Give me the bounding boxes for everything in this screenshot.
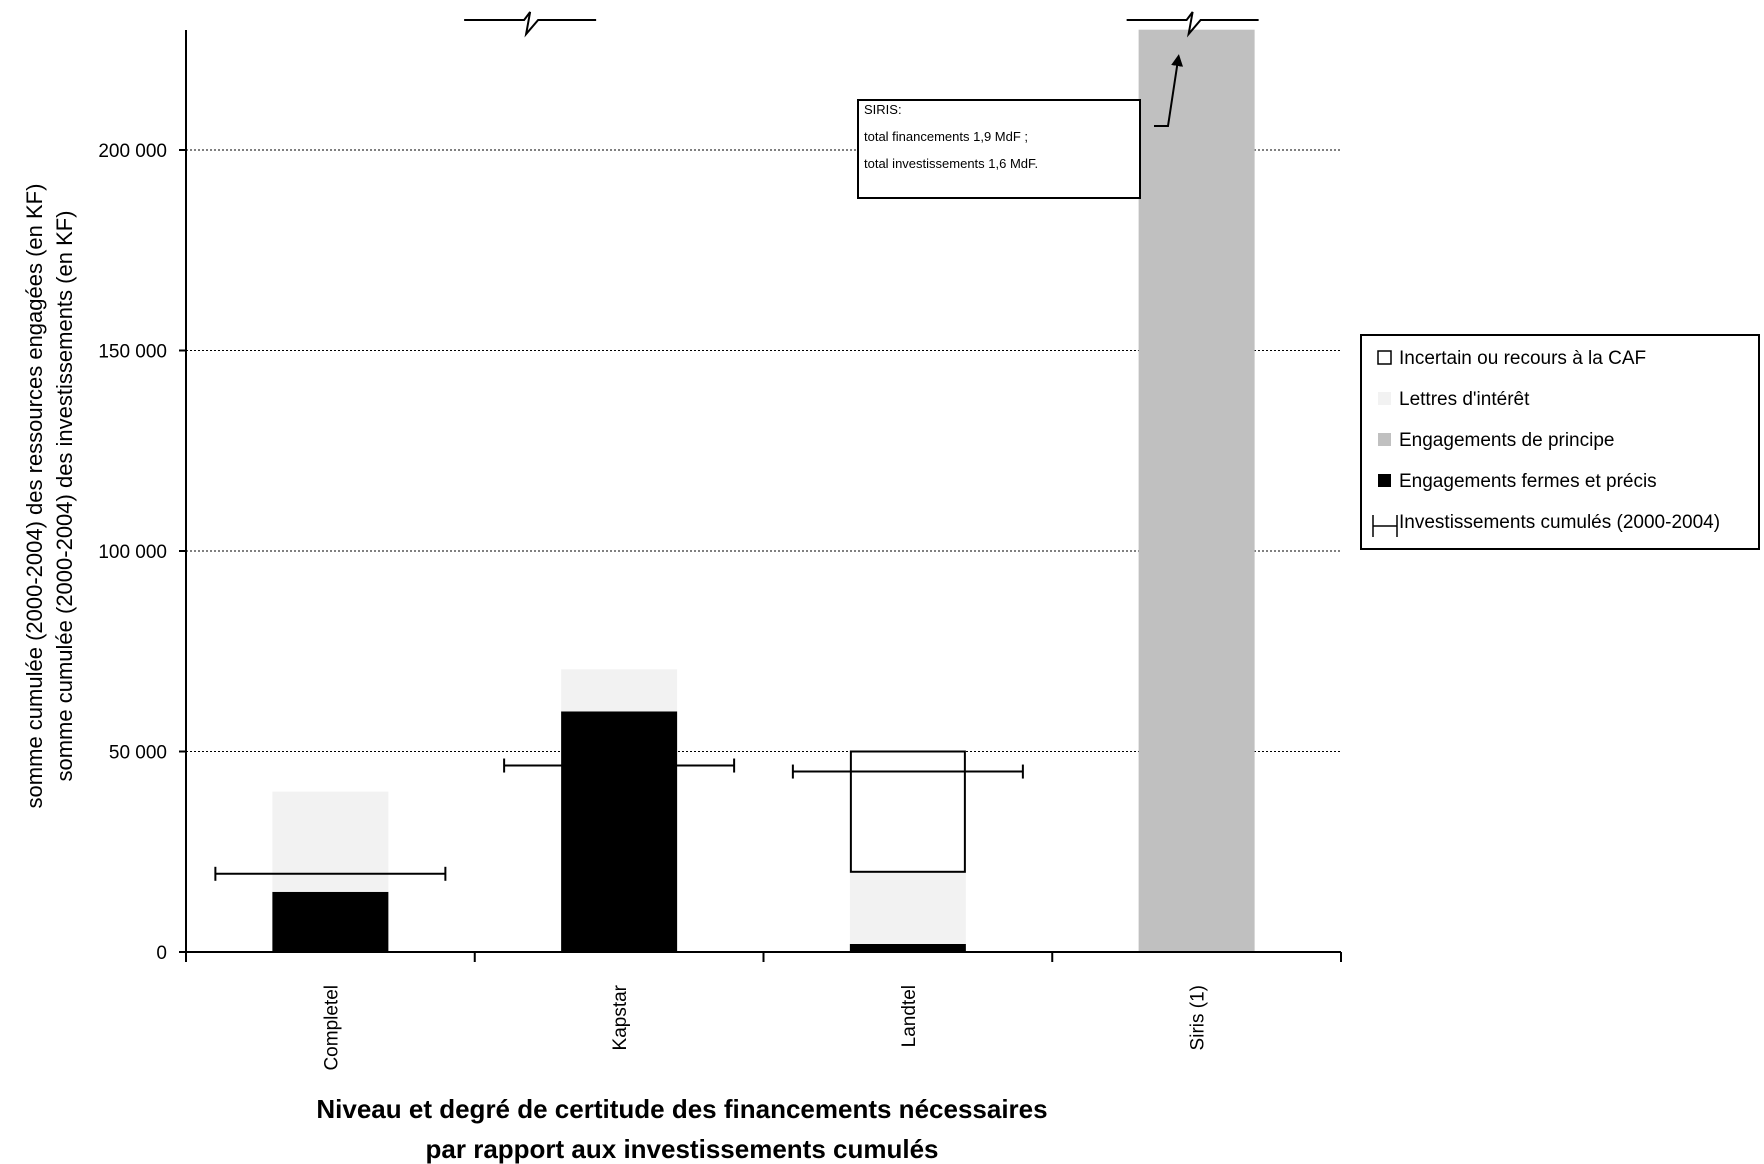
legend-item-incertain-ou-recours-a-la-caf: Incertain ou recours à la CAF bbox=[1377, 348, 1646, 369]
category-label-kapstar: Kapstar bbox=[610, 984, 631, 1050]
legend-item-investissements-cumules-2000-2004: Investissements cumulés (2000-2004) bbox=[1372, 512, 1720, 537]
legend-label: Engagements fermes et précis bbox=[1399, 471, 1657, 492]
legend-label: Investissements cumulés (2000-2004) bbox=[1399, 512, 1720, 533]
y-tick-label: 50 000 bbox=[109, 743, 167, 764]
bar-landtel-engagements-fermes-et-precis bbox=[849, 943, 966, 952]
legend-label: Engagements de principe bbox=[1399, 430, 1614, 451]
legend-item-lettres-d-interet: Lettres d'intérêt bbox=[1378, 389, 1530, 410]
investment-markers bbox=[214, 758, 1024, 881]
annotation-box bbox=[857, 99, 1141, 199]
x-axis-title-line-1: Niveau et degré de certitude des finance… bbox=[316, 1094, 1047, 1124]
annotation-line: total investissements 1,6 MdF. bbox=[864, 156, 1038, 171]
investment-marker-completel bbox=[214, 866, 447, 881]
legend: Incertain ou recours à la CAF Lettres d'i… bbox=[1360, 334, 1760, 550]
bar-siris-1-engagements-de-principe bbox=[1138, 29, 1255, 952]
x-axis-title-line-2: par rapport aux investissements cumulés bbox=[426, 1134, 939, 1164]
bar-completel-lettres-d-interet bbox=[272, 791, 389, 892]
investment-marker-kapstar bbox=[503, 758, 736, 773]
legend-swatch bbox=[1377, 350, 1392, 365]
gridlines bbox=[186, 149, 1341, 752]
legend-swatch bbox=[1378, 474, 1391, 487]
axes bbox=[179, 11, 1342, 962]
legend-item-engagements-de-principe: Engagements de principe bbox=[1378, 430, 1614, 451]
bar-kapstar-engagements-fermes-et-precis bbox=[561, 711, 678, 952]
y-axis-title-line-1: somme cumulée (2000-2004) des ressources… bbox=[22, 184, 47, 809]
y-axis-title-line-2: somme cumulée (2000-2004) des investisse… bbox=[52, 210, 77, 781]
legend-swatch bbox=[1372, 515, 1398, 537]
axis-labels: 0 50 000 100 000 150 000 200 000 Completel Kap… bbox=[22, 141, 1209, 1164]
bar-completel-engagements-fermes-et-precis bbox=[272, 891, 389, 952]
category-label-completel: Completel bbox=[321, 985, 342, 1071]
annotation-line: SIRIS: bbox=[864, 102, 902, 117]
investment-marker-landtel bbox=[791, 764, 1024, 779]
category-label-landtel: Landtel bbox=[899, 985, 920, 1047]
bar-landtel-incertain-ou-recours-a-la-caf bbox=[849, 750, 966, 873]
bars bbox=[272, 29, 1255, 952]
category-label-siris-1: Siris (1) bbox=[1188, 985, 1209, 1050]
y-tick-label: 100 000 bbox=[98, 542, 167, 563]
siris-annotation: SIRIS: total financements 1,9 MdF ; total … bbox=[857, 54, 1184, 199]
legend-box bbox=[1360, 334, 1760, 550]
annotation-line: total financements 1,9 MdF ; bbox=[864, 129, 1028, 144]
axis-break-siris-1 bbox=[1126, 11, 1259, 38]
bar-kapstar-lettres-d-interet bbox=[561, 669, 678, 712]
legend-swatch bbox=[1378, 433, 1391, 446]
annotation-arrow bbox=[1154, 54, 1184, 127]
legend-swatch bbox=[1378, 392, 1391, 405]
legend-item-engagements-fermes-et-precis: Engagements fermes et précis bbox=[1378, 471, 1657, 492]
legend-label: Incertain ou recours à la CAF bbox=[1399, 348, 1646, 369]
axis-break-kapstar bbox=[464, 11, 597, 38]
y-tick-label: 200 000 bbox=[98, 141, 167, 162]
y-tick-label: 0 bbox=[156, 943, 167, 964]
y-tick-label: 150 000 bbox=[98, 342, 167, 363]
legend-label: Lettres d'intérêt bbox=[1399, 389, 1530, 410]
bar-landtel-lettres-d-interet bbox=[849, 871, 966, 944]
